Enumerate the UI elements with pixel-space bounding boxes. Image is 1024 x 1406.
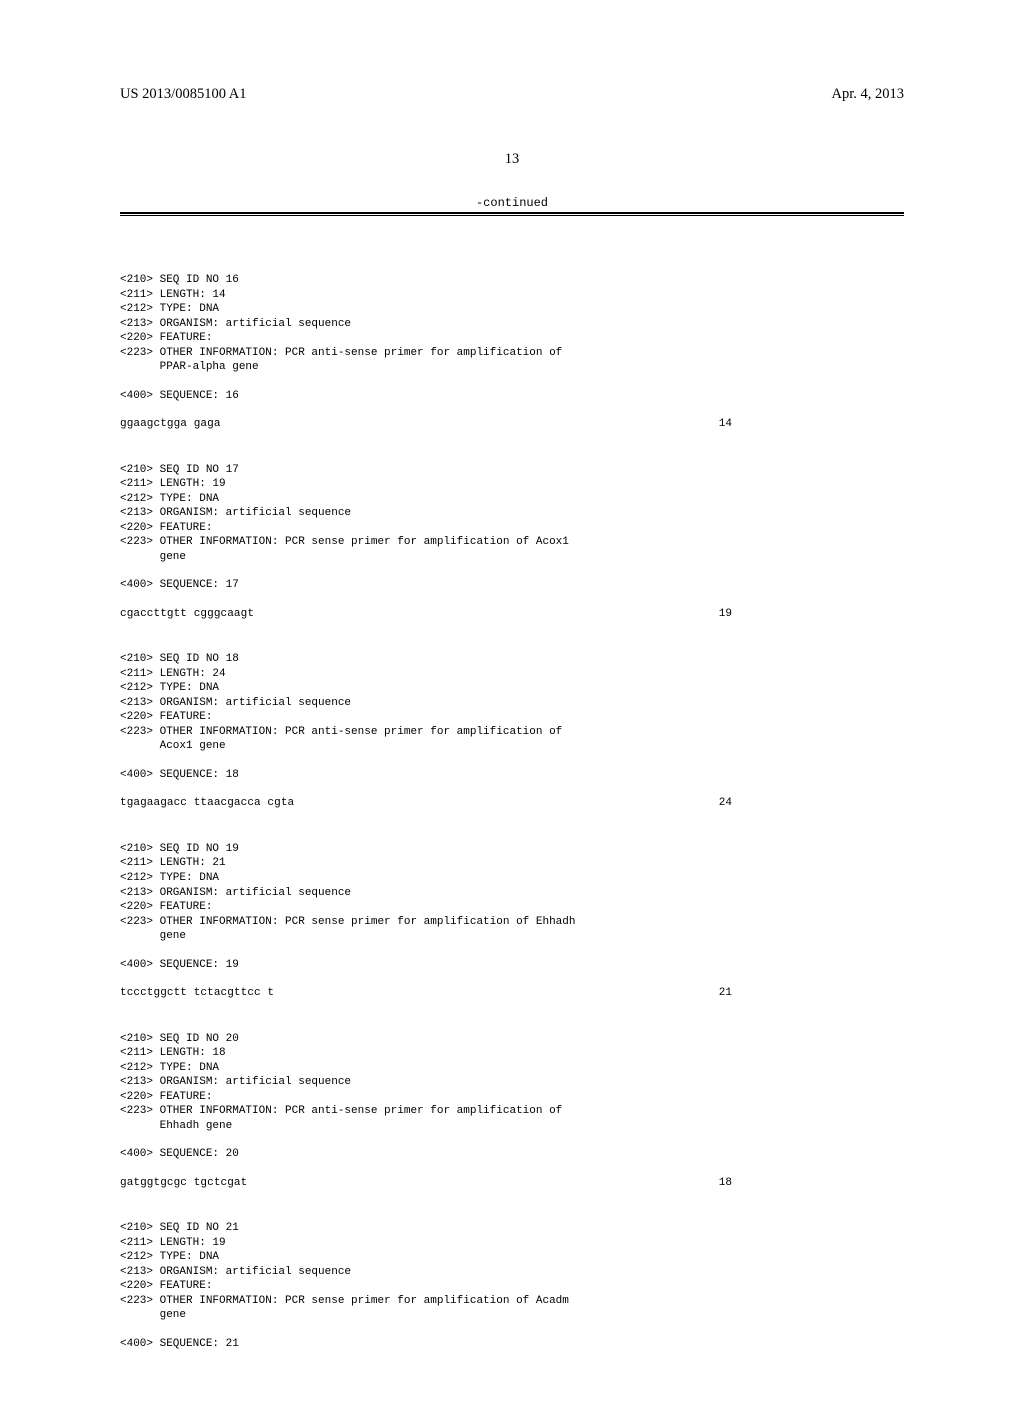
listing-line: <210> SEQ ID NO 19 bbox=[120, 842, 904, 857]
listing-line: PPAR-alpha gene bbox=[120, 360, 904, 375]
listing-line: Acox1 gene bbox=[120, 739, 904, 754]
listing-line: <213> ORGANISM: artificial sequence bbox=[120, 1075, 904, 1090]
listing-line: <400> SEQUENCE: 16 bbox=[120, 389, 904, 404]
sequence-block: <210> SEQ ID NO 17<211> LENGTH: 19<212> … bbox=[120, 463, 904, 638]
listing-line: <213> ORGANISM: artificial sequence bbox=[120, 886, 904, 901]
listing-line: <213> ORGANISM: artificial sequence bbox=[120, 506, 904, 521]
listing-line: <212> TYPE: DNA bbox=[120, 871, 904, 886]
sequence-text: tccctggctt tctacgttcc t bbox=[120, 986, 274, 1001]
listing-line: <212> TYPE: DNA bbox=[120, 1061, 904, 1076]
spacer bbox=[120, 1001, 904, 1017]
sequence-block: <210> SEQ ID NO 21<211> LENGTH: 19<212> … bbox=[120, 1221, 904, 1351]
spacer bbox=[120, 621, 904, 637]
spacer bbox=[120, 564, 904, 578]
listing-line: <220> FEATURE: bbox=[120, 1090, 904, 1105]
listing-line: <400> SEQUENCE: 20 bbox=[120, 1147, 904, 1162]
sequence-row: tgagaagacc ttaacgacca cgta 24 bbox=[120, 796, 732, 811]
spacer bbox=[120, 944, 904, 958]
listing-line: <223> OTHER INFORMATION: PCR sense prime… bbox=[120, 535, 904, 550]
sequence-text: ggaagctgga gaga bbox=[120, 417, 221, 432]
listing-line: <210> SEQ ID NO 16 bbox=[120, 273, 904, 288]
spacer bbox=[120, 972, 904, 986]
listing-line: <212> TYPE: DNA bbox=[120, 1250, 904, 1265]
listing-line: <210> SEQ ID NO 20 bbox=[120, 1032, 904, 1047]
sequence-row: cgaccttgtt cgggcaagt 19 bbox=[120, 607, 732, 622]
listing-line: <211> LENGTH: 19 bbox=[120, 477, 904, 492]
sequence-block: <210> SEQ ID NO 16<211> LENGTH: 14<212> … bbox=[120, 273, 904, 448]
spacer bbox=[120, 1190, 904, 1206]
listing-line: <211> LENGTH: 18 bbox=[120, 1046, 904, 1061]
listing-line: <210> SEQ ID NO 21 bbox=[120, 1221, 904, 1236]
listing-line: <213> ORGANISM: artificial sequence bbox=[120, 317, 904, 332]
listing-line: <400> SEQUENCE: 19 bbox=[120, 958, 904, 973]
listing-line: <210> SEQ ID NO 18 bbox=[120, 652, 904, 667]
page-container: US 2013/0085100 A1 Apr. 4, 2013 13 -cont… bbox=[0, 0, 1024, 1406]
listing-line: <211> LENGTH: 14 bbox=[120, 288, 904, 303]
sequence-listing: <210> SEQ ID NO 16<211> LENGTH: 14<212> … bbox=[120, 244, 904, 1351]
spacer bbox=[120, 593, 904, 607]
listing-line: <210> SEQ ID NO 17 bbox=[120, 463, 904, 478]
sequence-block: <210> SEQ ID NO 20<211> LENGTH: 18<212> … bbox=[120, 1032, 904, 1207]
spacer bbox=[120, 432, 904, 448]
listing-line: <223> OTHER INFORMATION: PCR sense prime… bbox=[120, 1294, 904, 1309]
listing-line: <220> FEATURE: bbox=[120, 710, 904, 725]
listing-line: <220> FEATURE: bbox=[120, 900, 904, 915]
listing-line: <223> OTHER INFORMATION: PCR anti-sense … bbox=[120, 725, 904, 740]
horizontal-rule-thick bbox=[120, 212, 904, 214]
listing-line: gene bbox=[120, 929, 904, 944]
sequence-row: ggaagctgga gaga 14 bbox=[120, 417, 732, 432]
spacer bbox=[120, 782, 904, 796]
listing-line: <211> LENGTH: 21 bbox=[120, 856, 904, 871]
sequence-length-right: 19 bbox=[719, 607, 732, 622]
spacer bbox=[120, 1323, 904, 1337]
listing-line: gene bbox=[120, 550, 904, 565]
sequence-text: tgagaagacc ttaacgacca cgta bbox=[120, 796, 294, 811]
page-header: US 2013/0085100 A1 Apr. 4, 2013 bbox=[120, 86, 904, 103]
spacer bbox=[120, 1133, 904, 1147]
listing-line: <212> TYPE: DNA bbox=[120, 681, 904, 696]
listing-line: <223> OTHER INFORMATION: PCR anti-sense … bbox=[120, 346, 904, 361]
listing-line: <400> SEQUENCE: 18 bbox=[120, 768, 904, 783]
listing-line: <400> SEQUENCE: 21 bbox=[120, 1337, 904, 1352]
listing-line: <223> OTHER INFORMATION: PCR sense prime… bbox=[120, 915, 904, 930]
sequence-block: <210> SEQ ID NO 19<211> LENGTH: 21<212> … bbox=[120, 842, 904, 1017]
spacer bbox=[120, 754, 904, 768]
listing-line: <220> FEATURE: bbox=[120, 521, 904, 536]
sequence-length-right: 24 bbox=[719, 796, 732, 811]
sequence-length-right: 18 bbox=[719, 1176, 732, 1191]
continued-label: -continued bbox=[120, 196, 904, 210]
page-number: 13 bbox=[120, 151, 904, 168]
sequence-length-right: 14 bbox=[719, 417, 732, 432]
spacer bbox=[120, 375, 904, 389]
listing-line: <213> ORGANISM: artificial sequence bbox=[120, 1265, 904, 1280]
spacer bbox=[120, 1162, 904, 1176]
publication-date: Apr. 4, 2013 bbox=[832, 86, 905, 103]
listing-line: <212> TYPE: DNA bbox=[120, 492, 904, 507]
spacer bbox=[120, 403, 904, 417]
listing-line: <220> FEATURE: bbox=[120, 331, 904, 346]
sequence-row: tccctggctt tctacgttcc t 21 bbox=[120, 986, 732, 1001]
sequence-length-right: 21 bbox=[719, 986, 732, 1001]
publication-number: US 2013/0085100 A1 bbox=[120, 86, 247, 103]
listing-line: <212> TYPE: DNA bbox=[120, 302, 904, 317]
listing-line: <223> OTHER INFORMATION: PCR anti-sense … bbox=[120, 1104, 904, 1119]
listing-line: <220> FEATURE: bbox=[120, 1279, 904, 1294]
listing-line: Ehhadh gene bbox=[120, 1119, 904, 1134]
sequence-text: cgaccttgtt cgggcaagt bbox=[120, 607, 254, 622]
listing-line: <213> ORGANISM: artificial sequence bbox=[120, 696, 904, 711]
listing-line: <211> LENGTH: 19 bbox=[120, 1236, 904, 1251]
listing-line: gene bbox=[120, 1308, 904, 1323]
listing-line: <400> SEQUENCE: 17 bbox=[120, 578, 904, 593]
listing-line: <211> LENGTH: 24 bbox=[120, 667, 904, 682]
spacer bbox=[120, 811, 904, 827]
sequence-text: gatggtgcgc tgctcgat bbox=[120, 1176, 247, 1191]
sequence-row: gatggtgcgc tgctcgat 18 bbox=[120, 1176, 732, 1191]
sequence-block: <210> SEQ ID NO 18<211> LENGTH: 24<212> … bbox=[120, 652, 904, 827]
horizontal-rule-thin bbox=[120, 215, 904, 216]
